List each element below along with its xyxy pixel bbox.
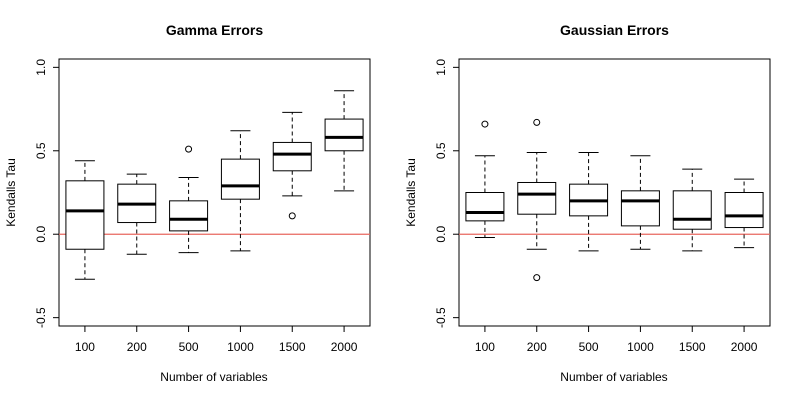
boxplot-200 bbox=[517, 118, 557, 282]
chart-panel-2: Gaussian Errors -0.5 0.0 0.5 1.0 Kendalls Tau… bbox=[404, 22, 771, 384]
boxplot-1500 bbox=[672, 168, 712, 252]
boxplot-1000 bbox=[220, 130, 260, 252]
boxplot-100 bbox=[465, 120, 505, 239]
x-tick-label: 2000 bbox=[731, 340, 758, 354]
outlier-point bbox=[185, 145, 193, 153]
x-axis-label: Number of variables bbox=[160, 370, 267, 384]
box-iqr bbox=[220, 158, 260, 200]
chart-title: Gaussian Errors bbox=[560, 22, 669, 38]
y-tick-label: -0.5 bbox=[34, 307, 48, 328]
outlier-point bbox=[288, 212, 296, 220]
box-iqr bbox=[517, 181, 557, 215]
plot-frame bbox=[58, 58, 371, 327]
box-iqr bbox=[65, 180, 105, 250]
y-tick-label: 0.0 bbox=[434, 226, 448, 243]
y-tick-label: 0.5 bbox=[34, 142, 48, 159]
boxplot-500 bbox=[169, 145, 209, 254]
x-tick-label: 200 bbox=[127, 340, 147, 354]
outlier-point bbox=[481, 120, 489, 128]
boxplot-500 bbox=[569, 151, 609, 252]
x-tick-label: 500 bbox=[179, 340, 199, 354]
boxplot-1500 bbox=[272, 111, 312, 220]
chart-title: Gamma Errors bbox=[166, 22, 263, 38]
y-axis-label: Kendalls Tau bbox=[404, 158, 418, 227]
x-tick-label: 200 bbox=[527, 340, 547, 354]
x-tick-label: 1500 bbox=[679, 340, 706, 354]
box-iqr bbox=[724, 192, 764, 229]
box-iqr bbox=[169, 200, 209, 232]
y-tick-label: 0.5 bbox=[434, 142, 448, 159]
plot-frame bbox=[458, 58, 771, 327]
box-iqr bbox=[620, 190, 660, 227]
x-tick-label: 100 bbox=[475, 340, 495, 354]
y-tick-label: 1.0 bbox=[434, 59, 448, 76]
outlier-point bbox=[533, 274, 541, 282]
x-tick-label: 1500 bbox=[279, 340, 306, 354]
x-tick-label: 1000 bbox=[627, 340, 654, 354]
boxplot-200 bbox=[117, 173, 157, 255]
boxplot-2000 bbox=[724, 178, 764, 249]
y-tick-label: -0.5 bbox=[434, 307, 448, 328]
x-tick-label: 100 bbox=[75, 340, 95, 354]
box-iqr bbox=[272, 141, 312, 172]
outlier-point bbox=[533, 118, 541, 126]
y-tick-label: 1.0 bbox=[34, 59, 48, 76]
box-iqr bbox=[672, 190, 712, 230]
chart-panel-1: Gamma Errors -0.5 0.0 0.5 1.0 Kendalls Tau Num… bbox=[4, 22, 371, 384]
boxplot-1000 bbox=[620, 155, 660, 250]
x-axis-label: Number of variables bbox=[560, 370, 667, 384]
boxplot-100 bbox=[65, 160, 105, 280]
y-axis-label: Kendalls Tau bbox=[4, 158, 18, 227]
box-iqr bbox=[465, 192, 505, 222]
y-tick-label: 0.0 bbox=[34, 226, 48, 243]
x-tick-label: 1000 bbox=[227, 340, 254, 354]
x-tick-label: 500 bbox=[579, 340, 599, 354]
x-tick-label: 2000 bbox=[331, 340, 358, 354]
box-iqr bbox=[324, 118, 364, 152]
boxplot-2000 bbox=[324, 90, 364, 192]
